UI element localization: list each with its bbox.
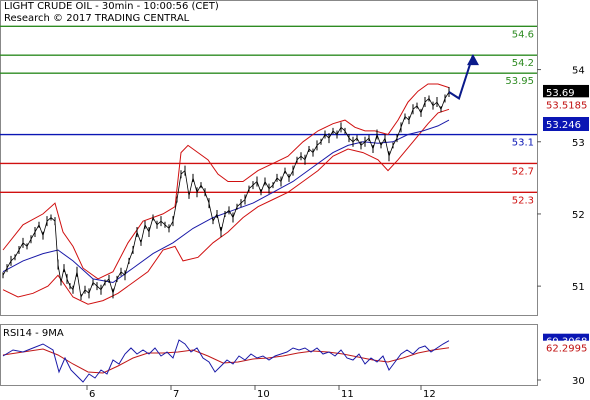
- forecast-arrow-line: [448, 54, 474, 100]
- moving-average: [2, 119, 450, 284]
- level-label: 53.1: [512, 138, 534, 149]
- level-label: 54.2: [512, 58, 534, 69]
- price-panel: 54.6 54.2 53.95 53.1 52.7 52.3 54 53 52 51 53.69…: [0, 0, 589, 316]
- pivot-value-tag-box: [543, 117, 589, 132]
- x-tick-label: 12: [423, 389, 436, 400]
- y-tick-label: 54: [572, 66, 585, 77]
- rsi-line: [2, 339, 450, 383]
- y-tick-label: 53: [572, 138, 585, 149]
- rsi-panel: RSI14 - 9MA 30 69.306862.2995: [0, 324, 589, 387]
- level-label: 52.7: [512, 166, 534, 177]
- lower-band-line: [2, 108, 450, 305]
- chart-title: LIGHT CRUDE OIL - 30min - 10:00:56 (CET): [4, 1, 219, 12]
- price-line: [2, 91, 450, 299]
- price-series: [2, 86, 450, 300]
- rsi-ma-value-tag-box: [543, 340, 589, 355]
- forecast-arrow: [448, 54, 479, 100]
- x-tick-label: 6: [89, 389, 95, 400]
- pivot-value-tag: 53.246: [546, 120, 581, 131]
- band-value-tag-box: [543, 97, 589, 112]
- band-value-tag: 53.5185: [546, 100, 587, 111]
- x-axis-ticks: 6 7 10 11 12: [86, 385, 436, 400]
- rsi-lines: [2, 339, 450, 383]
- price-panel-frame: [0, 0, 538, 316]
- rsi-panel-frame: [0, 324, 538, 386]
- rsi-y-axis-ticks: 30: [537, 376, 585, 387]
- last-price-tag: 53.69: [546, 88, 575, 99]
- x-tick-label: 11: [341, 389, 354, 400]
- rsi-tick-label: 30: [572, 376, 585, 387]
- x-tick-label: 7: [173, 389, 179, 400]
- rsi-ma-value-tag: 62.2995: [546, 344, 587, 355]
- level-lines: 54.6 54.2 53.95 53.1 52.7 52.3: [0, 25, 537, 206]
- y-tick-label: 51: [572, 282, 585, 293]
- level-label: 54.6: [512, 29, 534, 40]
- rsi-title: RSI14 - 9MA: [3, 328, 64, 339]
- rsi-value-tags: 69.306862.2995: [543, 333, 589, 355]
- upper-band-line: [2, 83, 450, 280]
- last-price-tag-box: [543, 84, 589, 99]
- y-tick-label: 52: [572, 210, 585, 221]
- x-tick-label: 10: [257, 389, 270, 400]
- forecast-arrow-head: [467, 54, 479, 66]
- level-label: 52.3: [512, 195, 534, 206]
- y-axis-ticks: 54 53 52 51: [537, 66, 585, 293]
- ma-line: [2, 119, 450, 284]
- chart-credit: Research © 2017 TRADING CENTRAL: [4, 13, 190, 24]
- level-label: 53.95: [505, 76, 534, 87]
- bollinger-bands: [2, 83, 450, 305]
